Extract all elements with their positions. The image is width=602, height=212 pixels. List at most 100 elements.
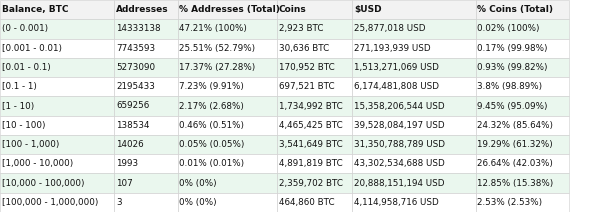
Bar <box>178 96 277 116</box>
Bar <box>114 0 178 19</box>
Text: 47.21% (100%): 47.21% (100%) <box>179 24 247 33</box>
Text: 0.17% (99.98%): 0.17% (99.98%) <box>477 44 548 53</box>
Text: 0.01% (0.01%): 0.01% (0.01%) <box>179 159 244 168</box>
Text: 0.93% (99.82%): 0.93% (99.82%) <box>477 63 548 72</box>
Bar <box>476 154 569 173</box>
Text: 19.29% (61.32%): 19.29% (61.32%) <box>477 140 553 149</box>
Text: 15,358,206,544 USD: 15,358,206,544 USD <box>354 102 445 110</box>
Bar <box>114 193 178 212</box>
Bar <box>476 39 569 58</box>
Text: 2.53% (2.53%): 2.53% (2.53%) <box>477 198 542 207</box>
Text: 39,528,084,197 USD: 39,528,084,197 USD <box>354 121 445 130</box>
Bar <box>0 96 114 116</box>
Text: 12.85% (15.38%): 12.85% (15.38%) <box>477 179 554 188</box>
Text: [10,000 - 100,000): [10,000 - 100,000) <box>2 179 84 188</box>
Text: Balance, BTC: Balance, BTC <box>2 5 68 14</box>
Text: 0% (0%): 0% (0%) <box>179 198 217 207</box>
Text: 4,891,819 BTC: 4,891,819 BTC <box>279 159 343 168</box>
Bar <box>114 173 178 193</box>
Bar <box>178 116 277 135</box>
Text: 0.05% (0.05%): 0.05% (0.05%) <box>179 140 245 149</box>
Text: [10 - 100): [10 - 100) <box>2 121 45 130</box>
Bar <box>352 77 476 96</box>
Bar <box>352 58 476 77</box>
Bar <box>178 19 277 39</box>
Text: 4,465,425 BTC: 4,465,425 BTC <box>279 121 343 130</box>
Bar <box>277 135 352 154</box>
Text: 2,359,702 BTC: 2,359,702 BTC <box>279 179 343 188</box>
Bar <box>277 96 352 116</box>
Bar <box>352 96 476 116</box>
Text: % Coins (Total): % Coins (Total) <box>477 5 553 14</box>
Bar <box>277 39 352 58</box>
Text: $USD: $USD <box>354 5 382 14</box>
Text: 14026: 14026 <box>116 140 144 149</box>
Bar <box>114 19 178 39</box>
Bar <box>476 19 569 39</box>
Bar <box>277 19 352 39</box>
Text: [100 - 1,000): [100 - 1,000) <box>2 140 59 149</box>
Bar <box>114 154 178 173</box>
Bar <box>277 58 352 77</box>
Text: 1,734,992 BTC: 1,734,992 BTC <box>279 102 343 110</box>
Text: 43,302,534,688 USD: 43,302,534,688 USD <box>354 159 445 168</box>
Text: 24.32% (85.64%): 24.32% (85.64%) <box>477 121 553 130</box>
Bar <box>352 0 476 19</box>
Bar <box>114 58 178 77</box>
Bar <box>0 39 114 58</box>
Text: 14333138: 14333138 <box>116 24 161 33</box>
Text: 2195433: 2195433 <box>116 82 155 91</box>
Bar <box>476 116 569 135</box>
Text: 25,877,018 USD: 25,877,018 USD <box>354 24 426 33</box>
Bar <box>0 58 114 77</box>
Text: [0.1 - 1): [0.1 - 1) <box>2 82 37 91</box>
Text: 0% (0%): 0% (0%) <box>179 179 217 188</box>
Bar <box>476 58 569 77</box>
Text: [100,000 - 1,000,000): [100,000 - 1,000,000) <box>2 198 98 207</box>
Text: Coins: Coins <box>279 5 306 14</box>
Bar <box>114 135 178 154</box>
Text: 5273090: 5273090 <box>116 63 155 72</box>
Text: 7743593: 7743593 <box>116 44 155 53</box>
Text: 659256: 659256 <box>116 102 149 110</box>
Text: 1,513,271,069 USD: 1,513,271,069 USD <box>354 63 439 72</box>
Text: 6,174,481,808 USD: 6,174,481,808 USD <box>354 82 439 91</box>
Bar <box>352 135 476 154</box>
Text: 30,636 BTC: 30,636 BTC <box>279 44 329 53</box>
Bar <box>476 173 569 193</box>
Bar <box>352 173 476 193</box>
Text: 17.37% (27.28%): 17.37% (27.28%) <box>179 63 256 72</box>
Text: 3: 3 <box>116 198 122 207</box>
Bar <box>178 173 277 193</box>
Bar <box>277 193 352 212</box>
Text: 1993: 1993 <box>116 159 138 168</box>
Bar <box>178 154 277 173</box>
Text: (0 - 0.001): (0 - 0.001) <box>2 24 48 33</box>
Text: 2.17% (2.68%): 2.17% (2.68%) <box>179 102 244 110</box>
Text: 138534: 138534 <box>116 121 150 130</box>
Bar <box>352 116 476 135</box>
Bar <box>114 116 178 135</box>
Bar <box>178 39 277 58</box>
Bar <box>114 77 178 96</box>
Bar <box>277 77 352 96</box>
Text: 25.51% (52.79%): 25.51% (52.79%) <box>179 44 255 53</box>
Text: 0.02% (100%): 0.02% (100%) <box>477 24 540 33</box>
Bar <box>114 39 178 58</box>
Bar <box>0 135 114 154</box>
Text: % Addresses (Total): % Addresses (Total) <box>179 5 281 14</box>
Text: 3.8% (98.89%): 3.8% (98.89%) <box>477 82 542 91</box>
Bar <box>277 0 352 19</box>
Bar <box>476 77 569 96</box>
Bar <box>352 39 476 58</box>
Bar <box>0 173 114 193</box>
Bar <box>0 193 114 212</box>
Text: 9.45% (95.09%): 9.45% (95.09%) <box>477 102 548 110</box>
Text: 107: 107 <box>116 179 133 188</box>
Text: 3,541,649 BTC: 3,541,649 BTC <box>279 140 343 149</box>
Text: 2,923 BTC: 2,923 BTC <box>279 24 323 33</box>
Text: Addresses: Addresses <box>116 5 169 14</box>
Text: 0.46% (0.51%): 0.46% (0.51%) <box>179 121 244 130</box>
Text: 271,193,939 USD: 271,193,939 USD <box>354 44 430 53</box>
Bar <box>0 116 114 135</box>
